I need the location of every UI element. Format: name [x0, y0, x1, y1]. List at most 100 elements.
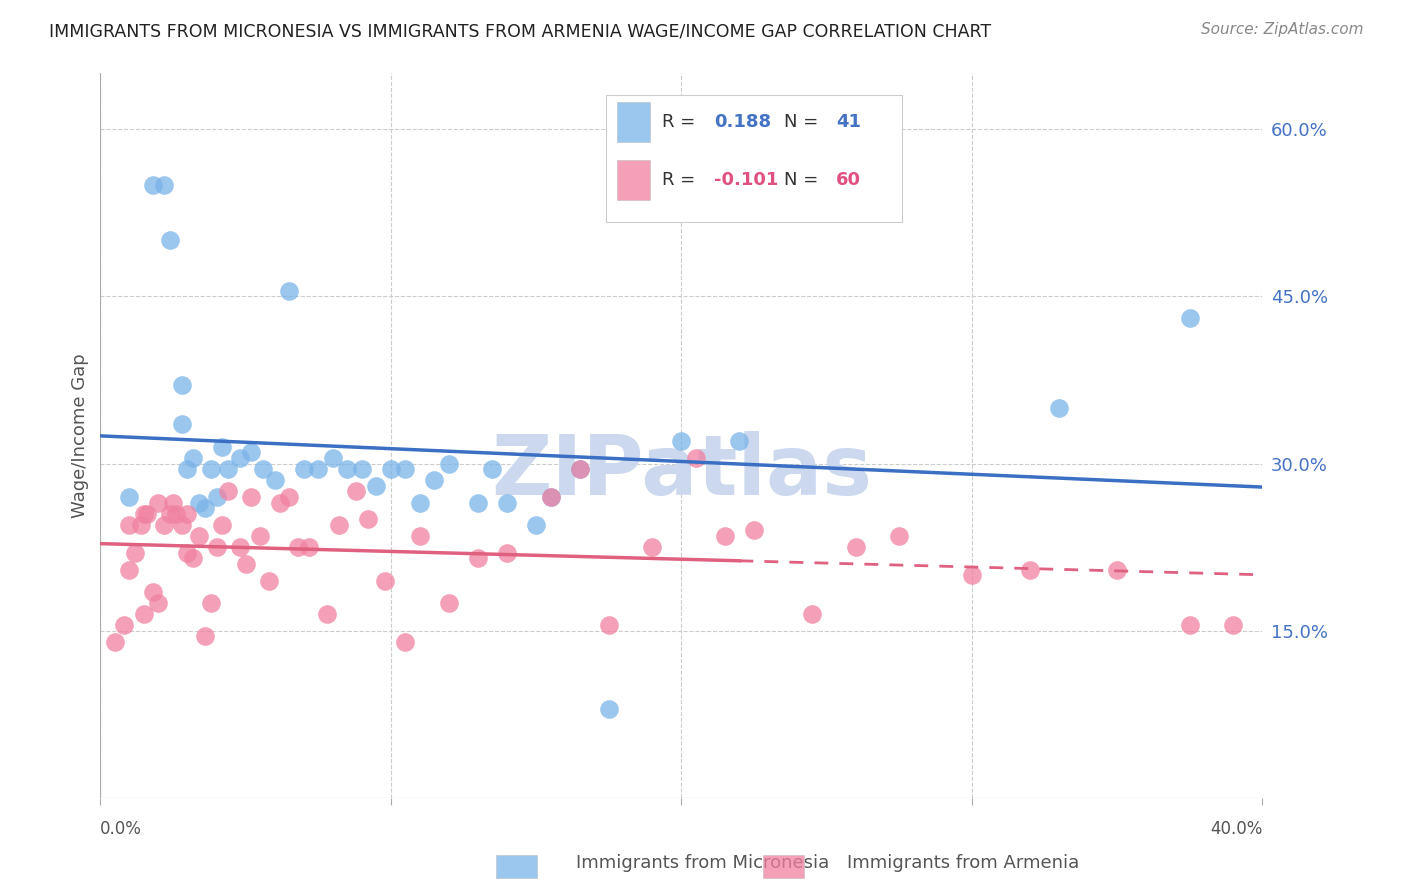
Point: [118, 490, 141, 504]
Point: [307, 462, 329, 476]
Point: [481, 462, 503, 476]
Point: [467, 551, 489, 566]
Text: ZIPatlas: ZIPatlas: [491, 432, 872, 512]
Point: [159, 233, 181, 247]
Point: [316, 607, 339, 622]
Point: [148, 495, 170, 509]
Point: [366, 479, 388, 493]
Point: [211, 517, 233, 532]
Point: [132, 607, 155, 622]
Point: [292, 462, 315, 476]
Point: [112, 618, 135, 632]
Point: [1105, 562, 1128, 576]
Point: [540, 490, 562, 504]
Text: Immigrants from Armenia: Immigrants from Armenia: [846, 855, 1080, 872]
Point: [598, 702, 620, 716]
Point: [257, 574, 280, 588]
Point: [142, 178, 165, 192]
Point: [328, 517, 350, 532]
Text: R =: R =: [662, 171, 700, 189]
Point: [889, 529, 911, 543]
Point: [1178, 311, 1201, 326]
Point: [188, 495, 211, 509]
Point: [1018, 562, 1040, 576]
Point: [409, 495, 432, 509]
Point: [960, 568, 983, 582]
Point: [423, 473, 446, 487]
Text: Source: ZipAtlas.com: Source: ZipAtlas.com: [1201, 22, 1364, 37]
Point: [205, 540, 228, 554]
Point: [801, 607, 824, 622]
Point: [176, 507, 198, 521]
Point: [350, 462, 373, 476]
Point: [524, 517, 547, 532]
Point: [540, 490, 562, 504]
Point: [194, 630, 217, 644]
Point: [568, 462, 591, 476]
Point: [380, 462, 402, 476]
Point: [322, 450, 344, 465]
Text: 0.0%: 0.0%: [100, 820, 142, 838]
Point: [142, 584, 165, 599]
Point: [496, 495, 519, 509]
Point: [249, 529, 271, 543]
Point: [671, 434, 693, 449]
Point: [467, 495, 489, 509]
Point: [229, 540, 252, 554]
Point: [1047, 401, 1070, 415]
Point: [496, 546, 519, 560]
Point: [409, 529, 432, 543]
Point: [148, 596, 170, 610]
Point: [728, 434, 751, 449]
Point: [229, 450, 252, 465]
Point: [200, 596, 222, 610]
Text: N =: N =: [783, 113, 824, 131]
FancyBboxPatch shape: [606, 95, 903, 221]
Point: [159, 507, 181, 521]
Point: [287, 540, 309, 554]
Text: 0.188: 0.188: [714, 113, 770, 131]
Point: [298, 540, 321, 554]
Text: 41: 41: [835, 113, 860, 131]
Point: [394, 462, 416, 476]
Point: [170, 517, 193, 532]
Point: [153, 178, 176, 192]
Point: [235, 557, 257, 571]
Point: [263, 473, 285, 487]
Point: [217, 484, 239, 499]
Point: [278, 284, 301, 298]
Point: [129, 517, 152, 532]
Point: [437, 457, 460, 471]
Point: [104, 635, 127, 649]
Point: [568, 462, 591, 476]
Text: -0.101: -0.101: [714, 171, 778, 189]
Point: [336, 462, 359, 476]
Point: [269, 495, 291, 509]
FancyBboxPatch shape: [617, 102, 650, 142]
Point: [598, 618, 620, 632]
Y-axis label: Wage/Income Gap: Wage/Income Gap: [72, 353, 89, 518]
Point: [240, 490, 263, 504]
Point: [153, 517, 176, 532]
Text: Immigrants from Micronesia: Immigrants from Micronesia: [576, 855, 830, 872]
Point: [394, 635, 416, 649]
Point: [278, 490, 301, 504]
Point: [118, 562, 141, 576]
Point: [344, 484, 367, 499]
Point: [641, 540, 664, 554]
Point: [181, 551, 204, 566]
Point: [374, 574, 396, 588]
Point: [252, 462, 274, 476]
Point: [162, 495, 184, 509]
Point: [356, 512, 378, 526]
Point: [200, 462, 222, 476]
Point: [217, 462, 239, 476]
Point: [437, 596, 460, 610]
Point: [165, 507, 187, 521]
FancyBboxPatch shape: [617, 160, 650, 200]
Point: [118, 517, 141, 532]
Point: [124, 546, 146, 560]
Point: [205, 490, 228, 504]
Point: [845, 540, 868, 554]
Point: [188, 529, 211, 543]
